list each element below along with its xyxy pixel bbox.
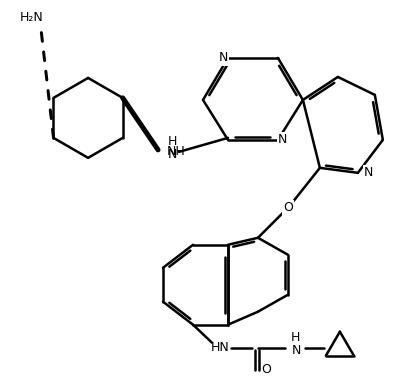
Text: N: N — [278, 133, 287, 146]
Text: O: O — [282, 201, 292, 214]
Text: N: N — [167, 148, 176, 161]
Text: N: N — [363, 166, 373, 179]
Text: H: H — [167, 135, 176, 149]
Text: NH: NH — [166, 146, 185, 158]
Text: H: H — [290, 331, 300, 344]
Text: HN: HN — [210, 341, 229, 354]
Text: H₂N: H₂N — [20, 11, 44, 25]
Text: N: N — [292, 344, 301, 357]
Text: O: O — [260, 363, 270, 376]
Text: N: N — [218, 51, 227, 64]
